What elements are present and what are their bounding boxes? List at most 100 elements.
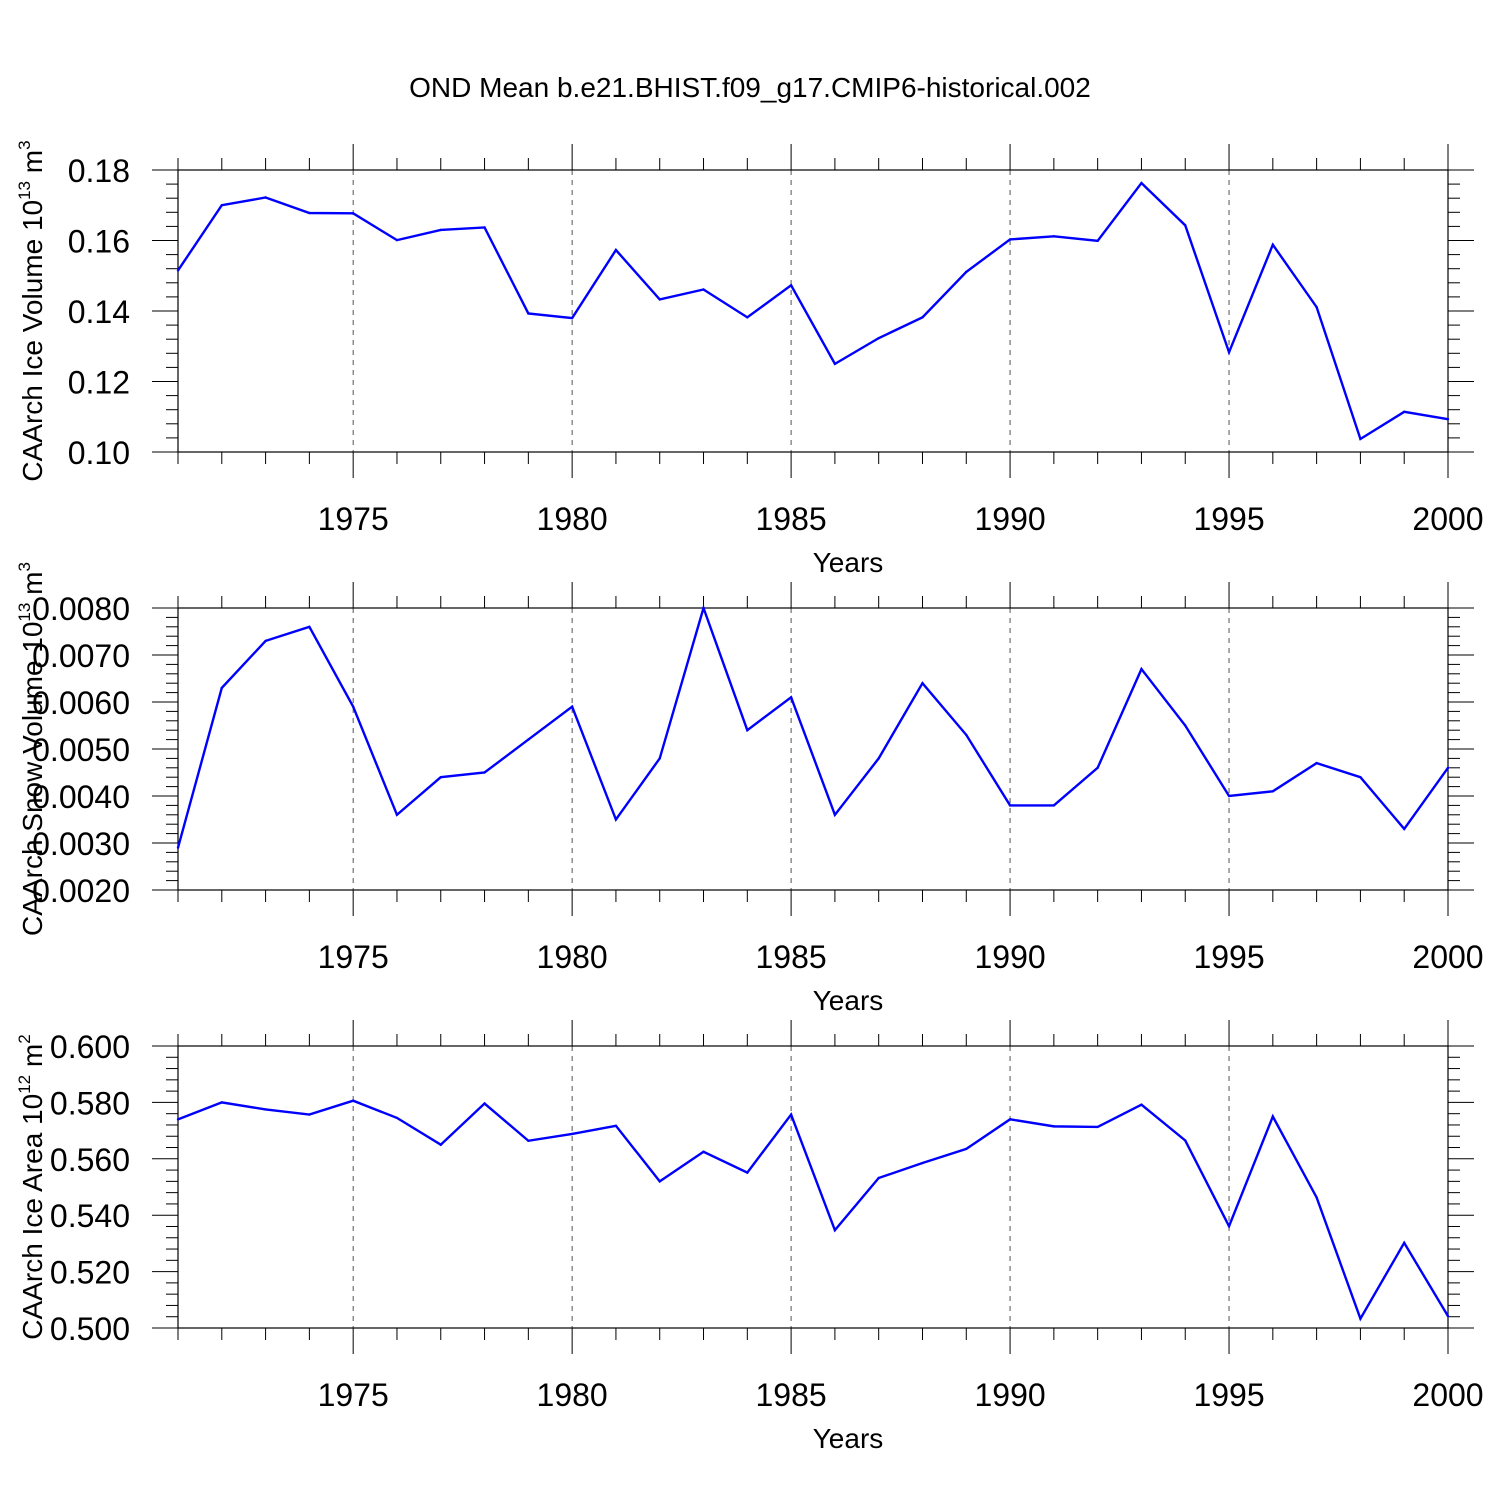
data-point [1096, 766, 1099, 769]
x-tick-label: 1995 [1193, 501, 1264, 537]
x-axis-label: Years [813, 985, 884, 1016]
x-tick-label: 2000 [1412, 1377, 1483, 1413]
data-point [658, 298, 661, 301]
x-tick-label: 2000 [1412, 501, 1483, 537]
data-point [1315, 305, 1318, 309]
data-point [1008, 1118, 1012, 1121]
data-point [1271, 243, 1275, 246]
data-point [789, 284, 793, 287]
chart-panels: 1975 1980 1985 1990 1995 2000 Years 0.10 0.12 0.1… [15, 140, 1484, 1454]
data-point [1227, 351, 1231, 354]
data-point [965, 1147, 968, 1151]
data-point [746, 1171, 749, 1174]
data-point [1446, 1314, 1450, 1318]
panel-1: 1975 1980 1985 1990 1995 2000 Years 0.10 0.12 0.1… [15, 140, 1484, 578]
x-tick-label: 1980 [537, 939, 608, 975]
data-point [1271, 1115, 1275, 1118]
data-point [308, 211, 311, 215]
data-point [1140, 181, 1143, 185]
data-point [483, 1102, 486, 1105]
data-point [1008, 804, 1012, 807]
data-point [1227, 794, 1231, 798]
y-tick-label: 0.0030 [32, 826, 130, 862]
data-point [1359, 776, 1362, 779]
data-point [833, 1228, 837, 1232]
data-point [833, 813, 837, 816]
y-tick-label: 0.0020 [32, 873, 130, 909]
data-point [702, 288, 705, 291]
x-tick-label: 1990 [974, 1377, 1045, 1413]
data-point [176, 846, 180, 849]
x-tick-label: 1980 [537, 1377, 608, 1413]
data-point [395, 1116, 399, 1120]
x-tick-label: 1990 [974, 939, 1045, 975]
data-point [965, 733, 968, 737]
data-point [395, 813, 399, 816]
y-tick-label: 0.12 [68, 365, 130, 401]
data-point [308, 625, 311, 628]
data-point [877, 1176, 880, 1180]
chart-title: OND Mean b.e21.BHIST.f09_g17.CMIP6-histo… [409, 72, 1091, 103]
plot-frame [177, 1045, 1449, 1329]
data-point [921, 1161, 924, 1165]
data-point [220, 686, 223, 690]
data-point [395, 238, 399, 242]
data-point [570, 705, 574, 708]
panel-2: 1975 1980 1985 1990 1995 2000 Years 0.0020 0.003… [15, 562, 1484, 1016]
data-point [439, 776, 442, 779]
data-point [176, 269, 180, 272]
data-point [351, 705, 355, 708]
data-point [1359, 437, 1362, 441]
y-tick-label: 0.560 [50, 1142, 130, 1178]
data-point [1227, 1224, 1231, 1228]
y-axis-label: CAArch Ice Volume 1013 m3 [15, 140, 48, 481]
y-tick-label: 0.16 [68, 224, 130, 260]
data-point [789, 696, 793, 699]
x-tick-label: 1985 [756, 501, 827, 537]
x-tick-label: 1990 [974, 501, 1045, 537]
x-tick-label: 1975 [318, 939, 389, 975]
data-point [746, 316, 749, 319]
series-line [177, 1099, 1450, 1322]
data-point [308, 1113, 311, 1116]
x-tick-label: 1975 [318, 501, 389, 537]
data-point [877, 757, 880, 760]
data-point [1096, 239, 1099, 243]
data-point [351, 1099, 355, 1102]
data-point [483, 226, 486, 229]
x-tick-label: 1995 [1193, 1377, 1264, 1413]
data-point [1008, 238, 1012, 241]
data-point [264, 639, 267, 643]
y-tick-label: 0.540 [50, 1198, 130, 1234]
x-tick-label: 1985 [756, 1377, 827, 1413]
x-tick-label: 1985 [756, 939, 827, 975]
data-point [220, 204, 223, 207]
plot-frame [177, 169, 1449, 453]
data-point [527, 312, 530, 315]
data-point [1403, 1241, 1406, 1245]
data-point [1271, 790, 1275, 793]
y-axis-label: CAArch Ice Area 1012 m2 [15, 1034, 48, 1339]
y-tick-label: 0.0060 [32, 685, 130, 721]
data-point [1315, 761, 1318, 765]
data-point [1184, 224, 1187, 227]
data-point [877, 336, 880, 340]
data-point [614, 818, 618, 821]
data-point [439, 1143, 442, 1146]
data-point [833, 362, 837, 366]
data-point [1052, 804, 1056, 807]
data-point [1184, 724, 1187, 727]
y-tick-label: 0.0050 [32, 732, 130, 768]
y-tick-label: 0.10 [68, 435, 130, 471]
y-tick-label: 0.500 [50, 1311, 130, 1347]
data-point [1446, 418, 1450, 421]
data-point [351, 212, 355, 215]
y-tick-label: 0.14 [68, 294, 130, 330]
data-point [1184, 1139, 1187, 1142]
data-point [570, 1132, 574, 1136]
data-point [614, 248, 618, 252]
data-point [264, 1108, 267, 1111]
data-point [1403, 410, 1406, 414]
y-axis-label: CAArch Snow Volume 1013 m3 [15, 562, 48, 936]
